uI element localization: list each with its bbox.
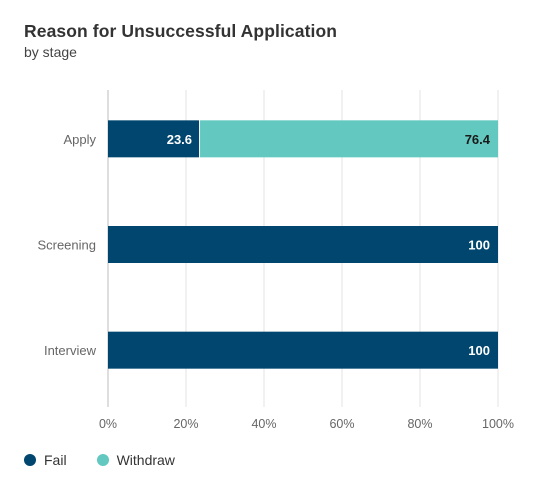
- legend-swatch: [96, 454, 109, 466]
- category-label: Apply: [63, 132, 96, 147]
- legend-item-withdraw: Withdraw: [96, 452, 175, 468]
- legend-label: Withdraw: [116, 452, 175, 468]
- bar-withdraw-apply: [200, 120, 499, 158]
- bar-fail-screening: [108, 226, 498, 263]
- legend-label: Fail: [44, 452, 67, 468]
- x-tick-label: 80%: [407, 417, 432, 431]
- x-tick-label: 100%: [482, 417, 514, 431]
- x-tick-label: 40%: [251, 417, 276, 431]
- legend-item-fail: Fail: [24, 452, 67, 468]
- data-label: 100: [468, 343, 490, 358]
- bar-fail-apply: [108, 120, 200, 158]
- category-label: Screening: [37, 238, 96, 253]
- legend: Fail Withdraw: [24, 452, 205, 468]
- chart-plot: 0% 20% 40% 60% 80% 100% Apply 23.6 76.4 Screening…: [37, 90, 514, 431]
- bar-fail-interview: [108, 331, 498, 369]
- data-label: 100: [468, 238, 490, 253]
- x-tick-label: 60%: [329, 417, 354, 431]
- data-label: 76.4: [465, 132, 491, 147]
- chart-title: Reason for Unsuccessful Application: [24, 21, 338, 41]
- chart-subtitle: by stage: [24, 44, 77, 60]
- x-tick-label: 0%: [99, 417, 117, 431]
- data-label: 23.6: [167, 132, 192, 147]
- category-label: Interview: [44, 343, 97, 358]
- x-tick-label: 20%: [173, 417, 198, 431]
- legend-swatch: [24, 454, 36, 466]
